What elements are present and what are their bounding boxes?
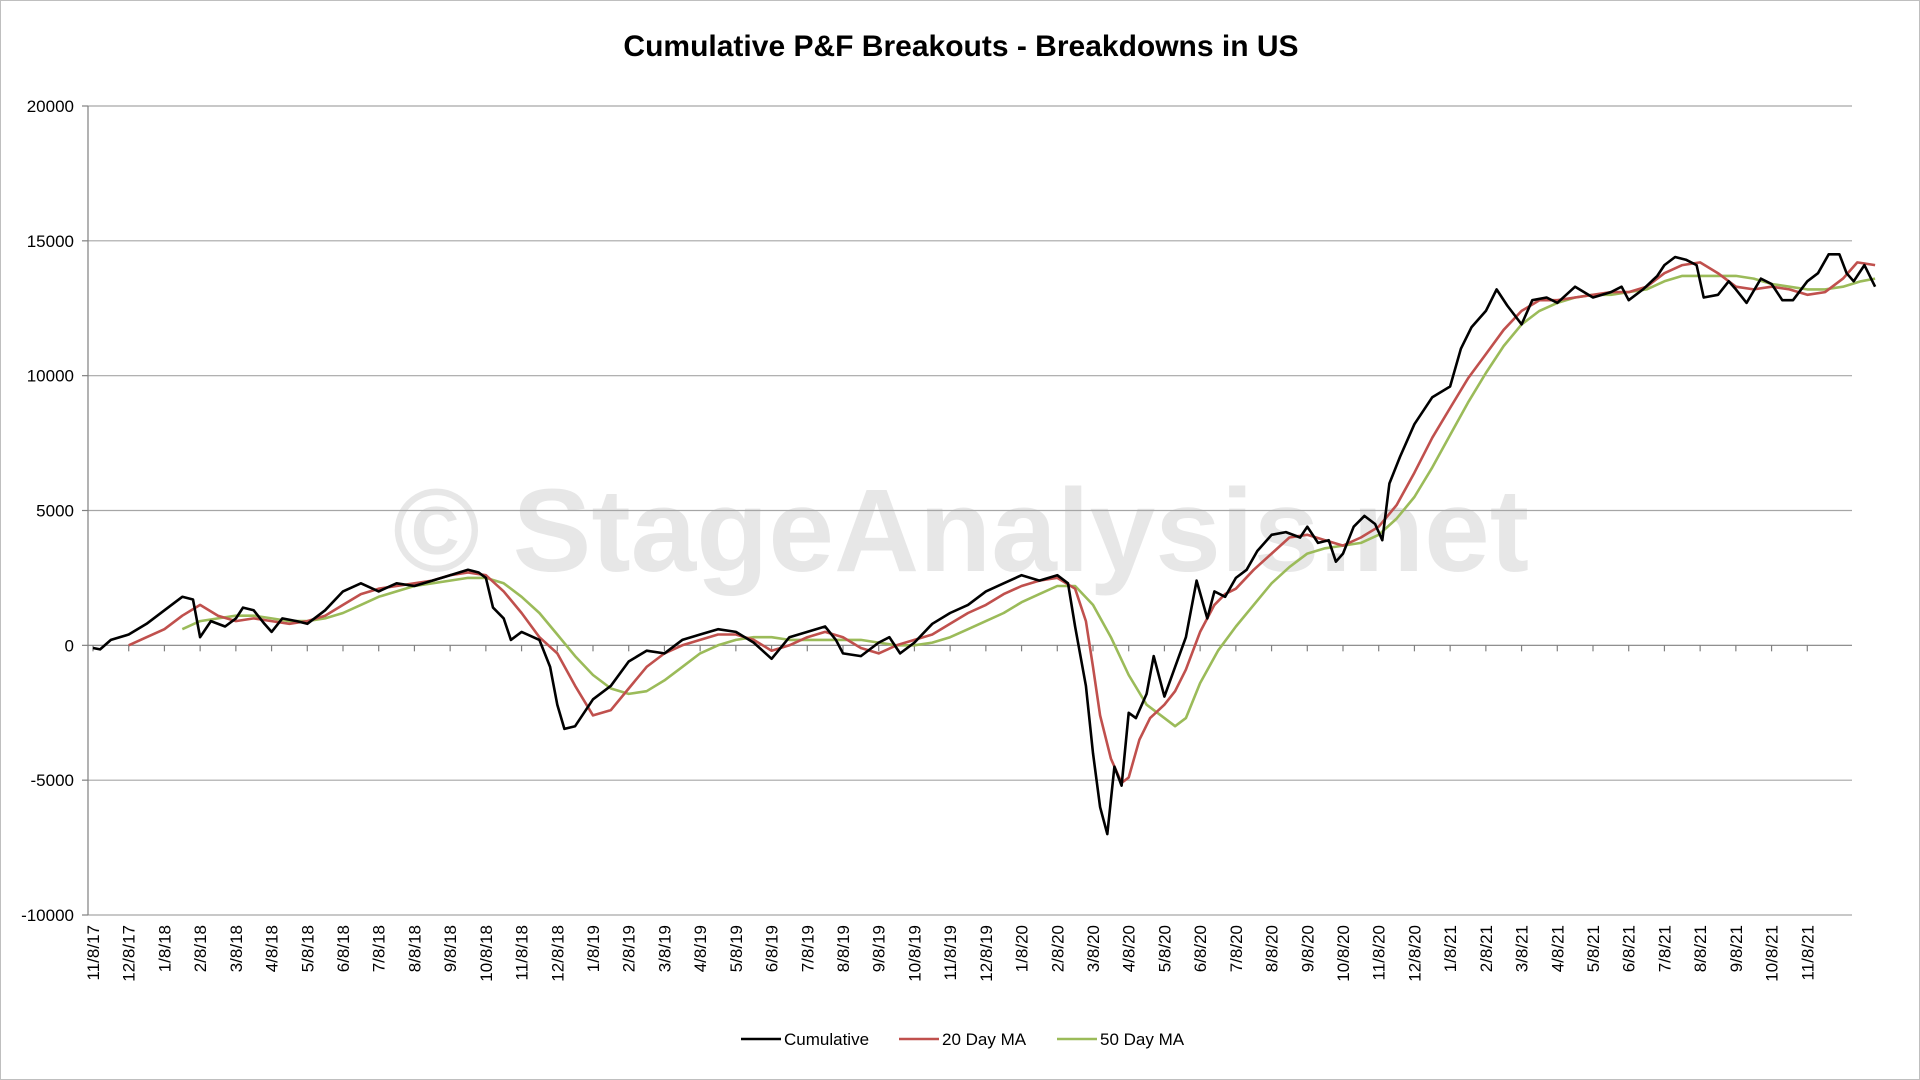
x-tick-label: 6/8/19 bbox=[763, 925, 782, 972]
y-tick-label: -5000 bbox=[31, 771, 74, 790]
x-tick-label: 6/8/18 bbox=[334, 925, 353, 972]
legend-cumulative-label: Cumulative bbox=[784, 1030, 869, 1049]
x-tick-label: 2/8/21 bbox=[1477, 925, 1496, 972]
chart-title: Cumulative P&F Breakouts - Breakdowns in… bbox=[623, 30, 1298, 63]
legend: Cumulative 20 Day MA 50 Day MA bbox=[741, 1030, 1185, 1049]
x-tick-label: 3/8/21 bbox=[1513, 925, 1532, 972]
x-tick-label: 1/8/20 bbox=[1013, 925, 1032, 972]
x-tick-label: 2/8/20 bbox=[1048, 925, 1067, 972]
x-axis-ticks: 11/8/17 12/8/17 1/8/18 2/8/18 3/8/18 4/8/18 5/… bbox=[84, 645, 1817, 982]
x-tick-label: 2/8/18 bbox=[191, 925, 210, 972]
x-tick-label: 11/8/19 bbox=[941, 925, 960, 980]
legend-20-day-ma-label: 20 Day MA bbox=[942, 1030, 1027, 1049]
y-tick-label: 10000 bbox=[27, 367, 74, 386]
x-tick-label: 1/8/21 bbox=[1441, 925, 1460, 972]
x-tick-label: 10/8/18 bbox=[477, 925, 496, 982]
series-lines bbox=[92, 253, 1877, 836]
x-tick-label: 9/8/21 bbox=[1727, 925, 1746, 972]
x-tick-label: 11/8/17 bbox=[84, 925, 103, 980]
x-tick-label: 3/8/19 bbox=[655, 925, 674, 972]
x-tick-label: 10/8/20 bbox=[1334, 925, 1353, 982]
series-cumulative-line bbox=[92, 253, 1877, 836]
watermark-text: © StageAnalysis.net bbox=[393, 465, 1529, 597]
x-tick-label: 7/8/19 bbox=[798, 925, 817, 972]
x-tick-label: 9/8/18 bbox=[441, 925, 460, 972]
x-tick-label: 7/8/18 bbox=[370, 925, 389, 972]
x-tick-label: 11/8/21 bbox=[1798, 925, 1817, 980]
x-tick-label: 12/8/19 bbox=[977, 925, 996, 982]
x-tick-label: 12/8/18 bbox=[548, 925, 567, 982]
x-tick-label: 5/8/19 bbox=[727, 925, 746, 972]
x-tick-label: 5/8/21 bbox=[1584, 925, 1603, 972]
x-tick-label: 4/8/20 bbox=[1120, 925, 1139, 972]
x-tick-label: 12/8/20 bbox=[1405, 925, 1424, 982]
x-tick-label: 4/8/21 bbox=[1548, 925, 1567, 972]
x-tick-label: 4/8/18 bbox=[263, 925, 282, 972]
x-tick-label: 10/8/19 bbox=[905, 925, 924, 982]
x-tick-label: 7/8/21 bbox=[1655, 925, 1674, 972]
x-tick-label: 8/8/21 bbox=[1691, 925, 1710, 972]
x-tick-label: 4/8/19 bbox=[691, 925, 710, 972]
x-tick-label: 11/8/20 bbox=[1370, 925, 1389, 980]
x-tick-label: 9/8/20 bbox=[1298, 925, 1317, 972]
x-tick-label: 5/8/20 bbox=[1155, 925, 1174, 972]
y-tick-label: 20000 bbox=[27, 97, 74, 116]
x-tick-label: 8/8/18 bbox=[405, 925, 424, 972]
x-tick-label: 5/8/18 bbox=[298, 925, 317, 972]
y-axis-ticks: -10000 -5000 0 5000 10000 15000 20000 bbox=[21, 97, 88, 925]
x-tick-label: 1/8/18 bbox=[155, 925, 174, 972]
y-tick-label: -10000 bbox=[21, 906, 74, 925]
grid-lines bbox=[88, 105, 1852, 916]
x-tick-label: 6/8/20 bbox=[1191, 925, 1210, 972]
y-tick-label: 5000 bbox=[36, 502, 74, 521]
x-tick-label: 2/8/19 bbox=[620, 925, 639, 972]
x-tick-label: 3/8/18 bbox=[227, 925, 246, 972]
legend-50-day-ma-label: 50 Day MA bbox=[1100, 1030, 1185, 1049]
y-tick-label: 0 bbox=[65, 636, 74, 655]
x-tick-label: 8/8/19 bbox=[834, 925, 853, 972]
x-tick-label: 3/8/20 bbox=[1084, 925, 1103, 972]
x-tick-label: 1/8/19 bbox=[584, 925, 603, 972]
x-tick-label: 11/8/18 bbox=[513, 925, 532, 980]
x-tick-label: 7/8/20 bbox=[1227, 925, 1246, 972]
x-tick-label: 8/8/20 bbox=[1263, 925, 1282, 972]
x-tick-label: 9/8/19 bbox=[870, 925, 889, 972]
x-tick-label: 12/8/17 bbox=[120, 925, 139, 982]
y-tick-label: 15000 bbox=[27, 232, 74, 251]
x-tick-label: 6/8/21 bbox=[1620, 925, 1639, 972]
x-tick-label: 10/8/21 bbox=[1763, 925, 1782, 982]
